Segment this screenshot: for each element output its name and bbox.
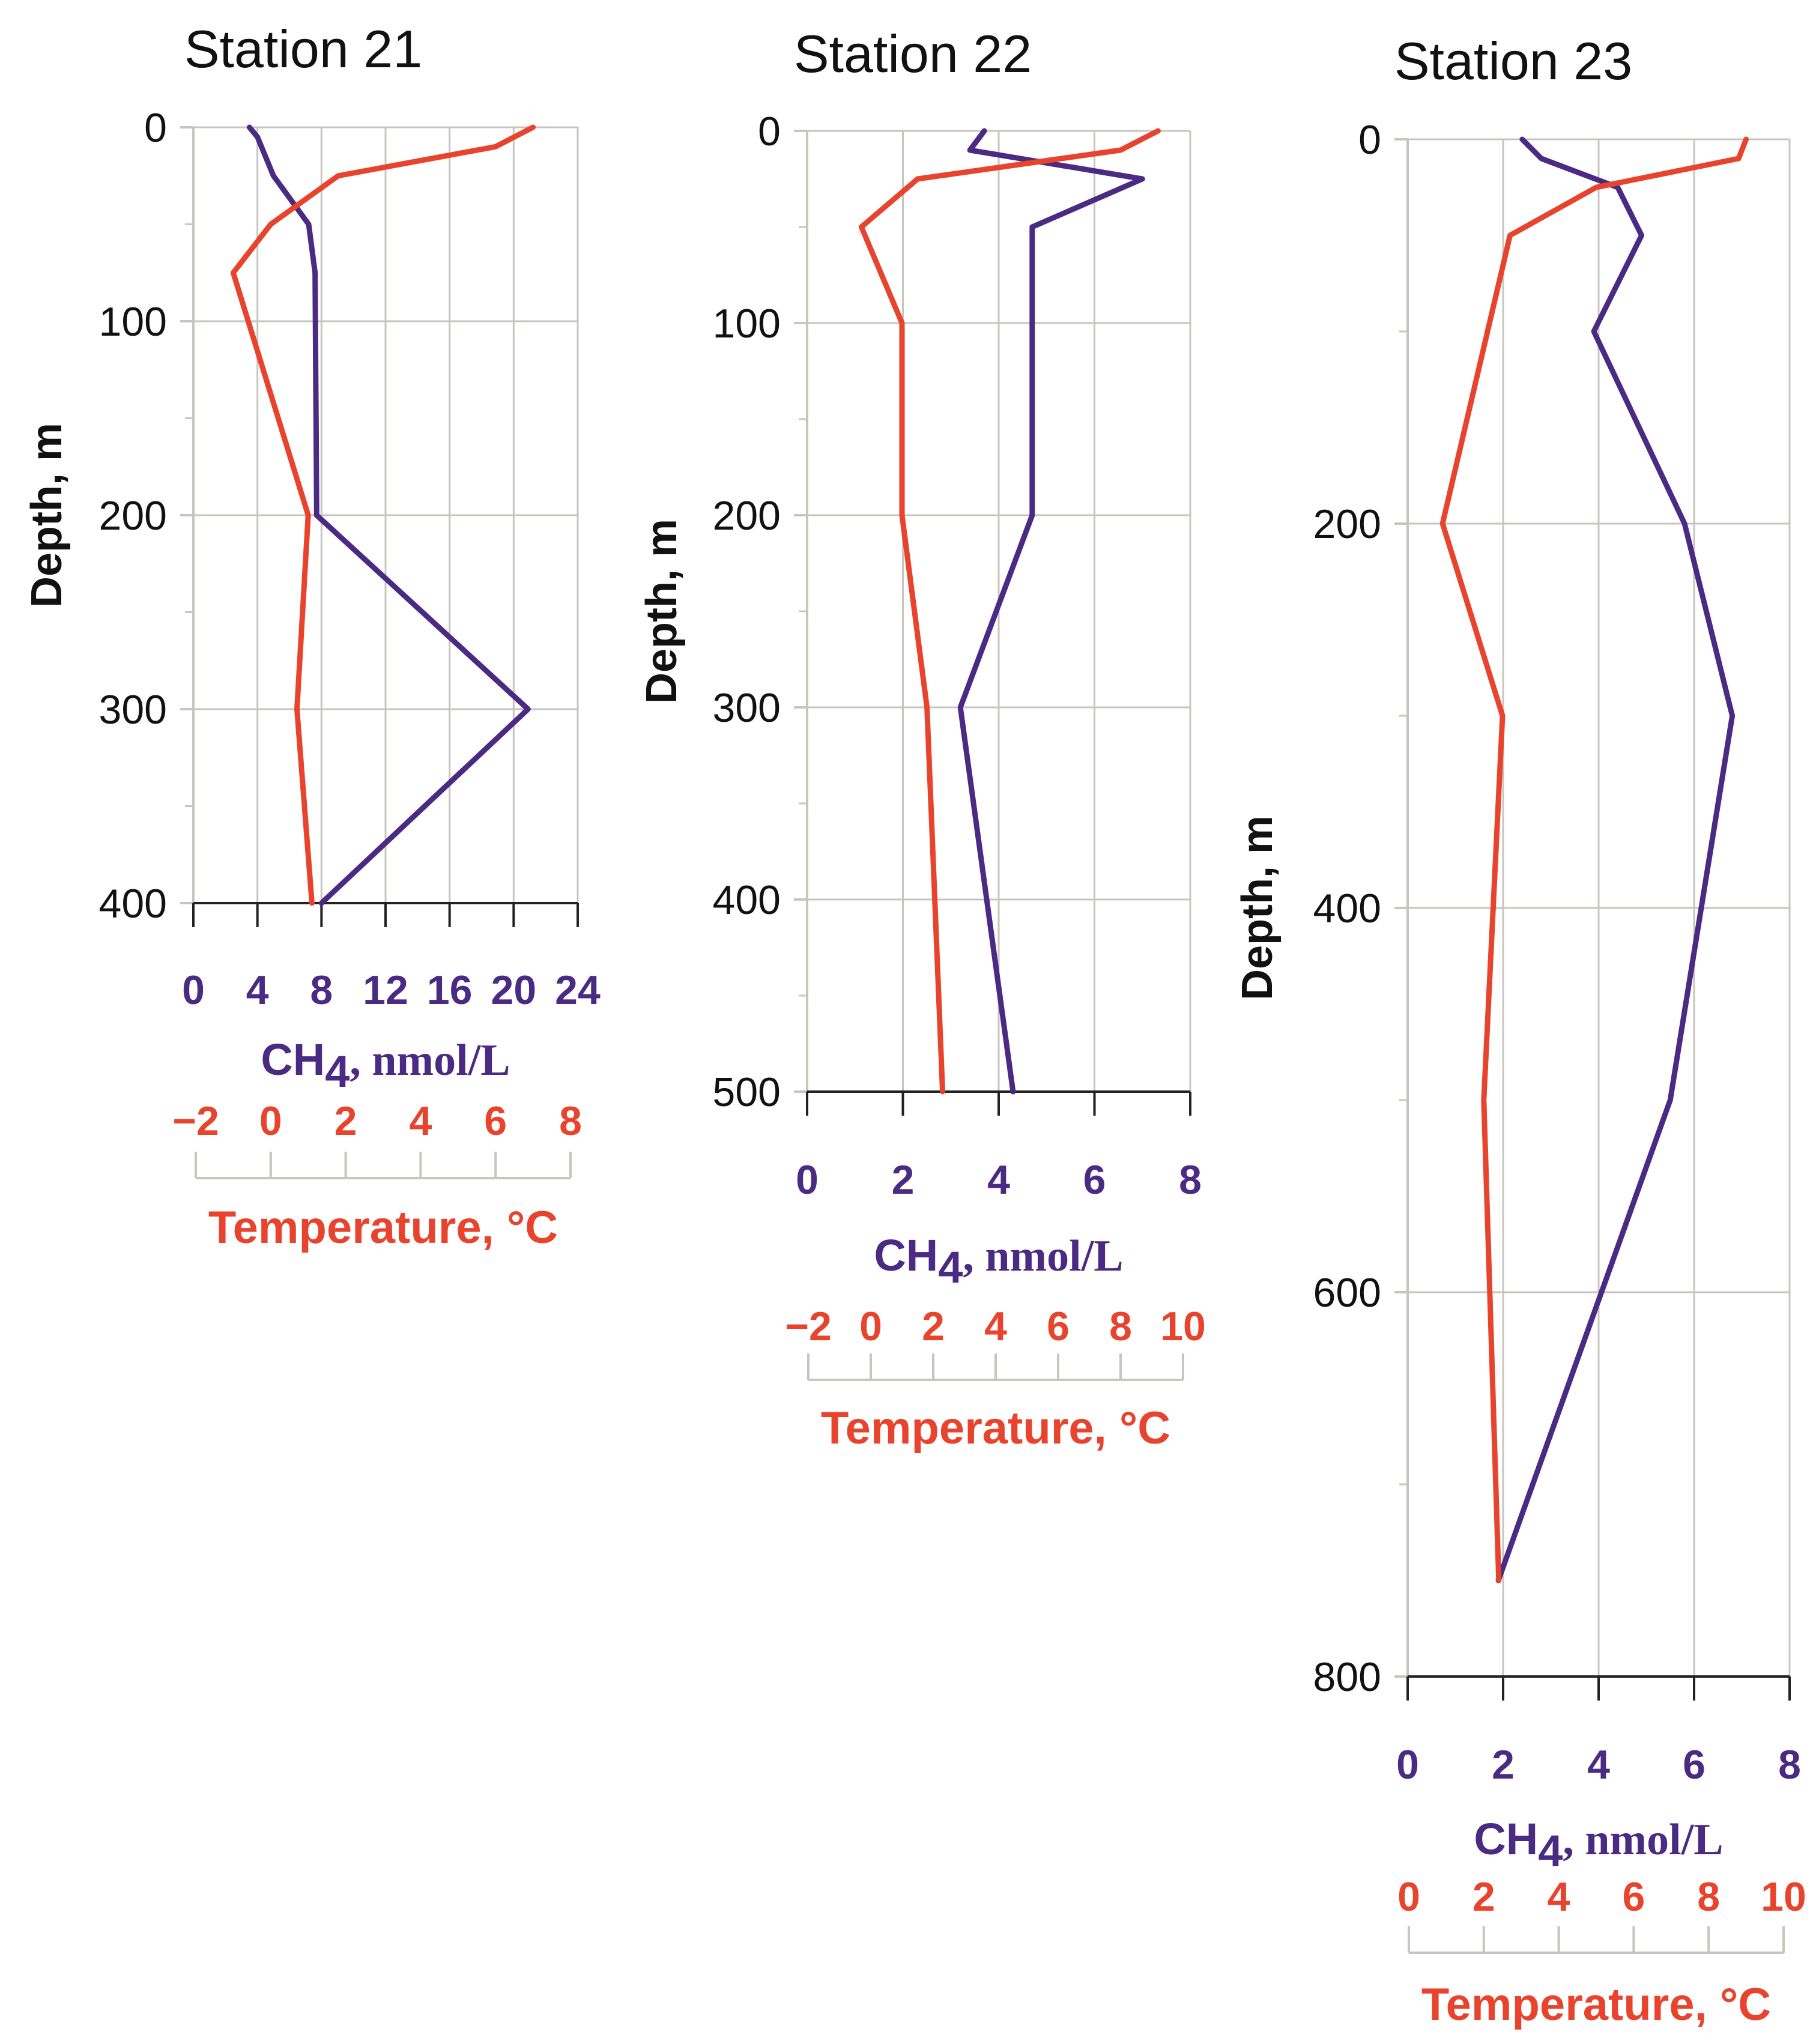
ch4-tick-label: 0 [796,1157,819,1203]
temperature-tick-label: 6 [1622,1874,1645,1920]
temperature-tick-label: −2 [785,1304,832,1349]
depth-axis-label: Depth, m [23,423,71,608]
depth-tick-label: 400 [713,877,781,923]
ch4-tick-label: 4 [246,967,269,1013]
temperature-tick-label: 4 [1548,1874,1570,1920]
temperature-axis-label: Temperature, °C [208,1202,558,1253]
temperature-tick-label: 0 [1397,1874,1420,1920]
ch4-tick-label: 12 [363,967,408,1013]
temperature-tick-label: 2 [922,1304,945,1349]
chart-title: Station 21 [184,19,422,79]
ch4-tick-label: 8 [1179,1157,1202,1203]
ch4-label-unit: , nmol/L [1563,1815,1723,1864]
temperature-tick-label: 8 [559,1098,582,1144]
depth-tick-label: 200 [99,493,167,539]
temperature-tick-label: 4 [984,1304,1007,1349]
ch4-series-line [1495,136,1736,1583]
ch4-tick-label: 16 [427,967,473,1013]
temperature-tick-label: 10 [1160,1304,1206,1349]
temperature-tick-label: 2 [1472,1874,1495,1920]
temperature-tick-label: 0 [259,1098,282,1144]
depth-tick-label: 100 [713,301,781,346]
temperature-axis-label: Temperature, °C [1421,1979,1771,2030]
ch4-tick-label: 0 [182,967,205,1013]
depth-tick-label: 200 [713,493,781,539]
ch4-series-line [246,124,531,906]
depth-tick-label: 0 [1358,117,1381,163]
temperature-series-line [858,128,1161,1095]
ch4-tick-label: 2 [1492,1742,1515,1788]
ch4-tick-label: 24 [555,967,601,1013]
temperature-tick-label: 4 [409,1098,432,1144]
depth-tick-label: 400 [99,881,167,927]
ch4-tick-label: 6 [1683,1742,1706,1788]
ch4-axis-label: CH4, nmol/L [874,1230,1123,1292]
depth-tick-label: 200 [1313,501,1381,547]
ch4-label-main: CH [1474,1814,1538,1864]
chart-title: Station 22 [794,24,1032,83]
depth-tick-label: 800 [1313,1654,1381,1700]
depth-tick-label: 0 [758,109,781,154]
ch4-label-unit: , nmol/L [963,1232,1123,1281]
ch4-tick-label: 20 [491,967,537,1013]
temperature-series-line [230,124,536,906]
ch4-tick-label: 6 [1083,1157,1106,1203]
depth-tick-label: 500 [713,1069,781,1115]
ch4-label-subscript: 4 [325,1047,350,1096]
ch4-label-unit: , nmol/L [350,1036,510,1085]
depth-tick-label: 0 [144,105,167,151]
depth-tick-label: 400 [1313,886,1381,931]
ch4-tick-label: 4 [1587,1742,1610,1788]
ch4-tick-label: 2 [892,1157,915,1203]
ch4-tick-label: 4 [987,1157,1010,1203]
ch4-tick-label: 8 [310,967,333,1013]
depth-tick-label: 600 [1313,1270,1381,1316]
temperature-tick-label: 8 [1697,1874,1720,1920]
ch4-axis-label: CH4, nmol/L [1474,1814,1723,1876]
ch4-label-main: CH [874,1230,938,1280]
ch4-label-subscript: 4 [938,1242,963,1292]
depth-tick-label: 100 [99,299,167,345]
depth-tick-label: 300 [713,685,781,731]
ch4-axis-label: CH4, nmol/L [261,1035,510,1096]
depth-axis-label: Depth, m [638,519,686,704]
temperature-tick-label: 6 [484,1098,507,1144]
chart-title: Station 23 [1394,31,1632,91]
ch4-label-main: CH [261,1035,325,1084]
temperature-axis-label: Temperature, °C [821,1403,1170,1454]
temperature-tick-label: 10 [1761,1874,1806,1920]
ch4-tick-label: 0 [1396,1742,1419,1788]
temperature-tick-label: 8 [1109,1304,1132,1349]
temperature-tick-label: 2 [334,1098,357,1144]
temperature-series-line [1439,136,1749,1583]
ch4-series-line [957,128,1145,1095]
temperature-tick-label: 0 [859,1304,882,1349]
depth-tick-label: 300 [99,687,167,733]
temperature-tick-label: −2 [172,1098,219,1144]
ch4-tick-label: 8 [1778,1742,1801,1788]
depth-axis-label: Depth, m [1233,815,1282,1000]
temperature-tick-label: 6 [1047,1304,1070,1349]
ch4-label-subscript: 4 [1538,1826,1563,1876]
